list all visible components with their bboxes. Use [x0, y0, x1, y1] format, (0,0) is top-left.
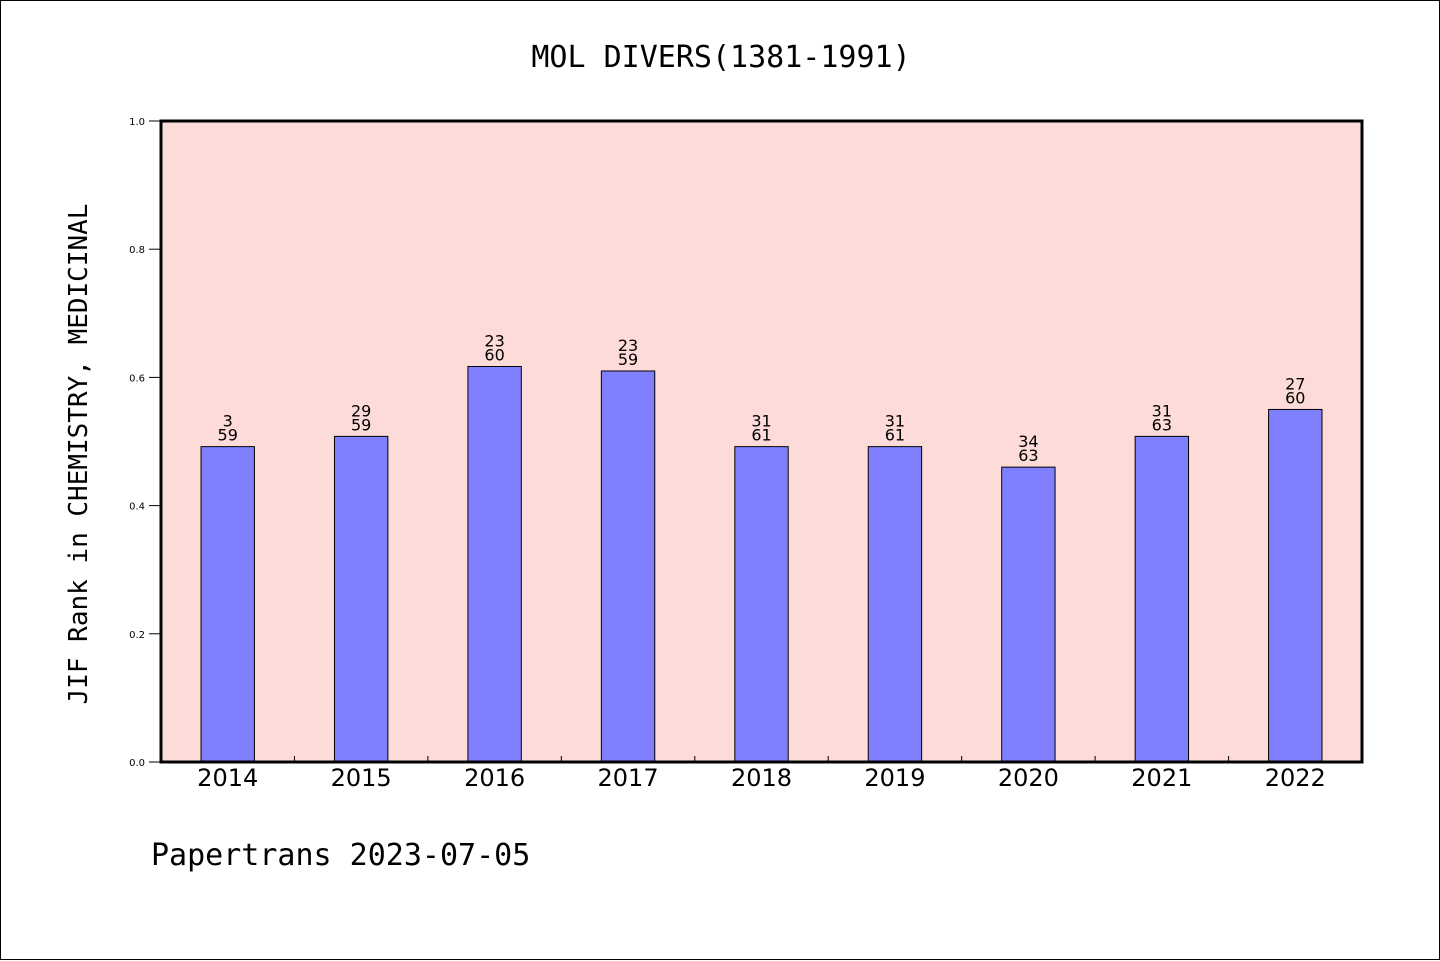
x-tick-label: 2022 — [1265, 764, 1326, 792]
bar-2022 — [1268, 408, 1323, 763]
y-tick-label: 0.0 — [129, 758, 145, 769]
y-tick-label: 0.6 — [129, 373, 145, 384]
chart-title: MOL DIVERS(1381-1991) — [531, 40, 910, 75]
bar-label-rank: 34 — [1018, 432, 1038, 451]
y-tick-label: 0.4 — [129, 502, 145, 513]
x-tick-label: 2018 — [731, 764, 792, 792]
bar-label-total: 61 — [751, 426, 771, 445]
bar-label-total: 60 — [484, 346, 504, 365]
y-tick-label: 0.2 — [129, 630, 145, 641]
bar-label-total: 59 — [618, 350, 638, 369]
bar-label-total: 63 — [1018, 446, 1038, 465]
bar-label-total: 61 — [885, 426, 905, 445]
bar-label-rank: 31 — [1152, 401, 1172, 420]
bar-2016 — [467, 366, 522, 763]
x-tick-label: 2014 — [197, 764, 258, 792]
x-tick-label: 2020 — [998, 764, 1059, 792]
bar-2018 — [734, 446, 789, 763]
bar-label-rank: 29 — [351, 401, 371, 420]
x-tick-label: 2021 — [1131, 764, 1192, 792]
plot-frame — [159, 119, 1364, 764]
bar-label-total: 59 — [218, 426, 238, 445]
bar-label-rank: 23 — [618, 336, 638, 355]
bar-2017 — [600, 370, 656, 763]
y-tick-label: 0.8 — [129, 245, 145, 256]
bar-label-total: 59 — [351, 415, 371, 434]
y-tick-label: 1.0 — [129, 117, 145, 128]
bar-label-rank: 27 — [1285, 374, 1305, 393]
bar-label-total: 60 — [1285, 388, 1305, 407]
bar-label-rank: 3 — [223, 412, 233, 431]
x-tick-label: 2019 — [864, 764, 925, 792]
x-tick-label: 2017 — [598, 764, 659, 792]
bar-2020 — [1001, 466, 1056, 763]
bar-2021 — [1134, 435, 1190, 763]
bar-2014 — [200, 446, 255, 763]
bar-label-rank: 31 — [885, 412, 905, 431]
bar-label-rank: 23 — [484, 332, 504, 351]
footer-credit: Papertrans 2023-07-05 — [151, 838, 530, 873]
x-tick-label: 2016 — [464, 764, 525, 792]
bar-2019 — [867, 446, 923, 763]
bar-label-total: 63 — [1152, 415, 1172, 434]
bar-label-rank: 31 — [751, 412, 771, 431]
y-axis-label: JIF Rank in CHEMISTRY, MEDICINAL — [64, 204, 94, 705]
bar-2015 — [333, 435, 389, 763]
x-tick-label: 2015 — [331, 764, 392, 792]
